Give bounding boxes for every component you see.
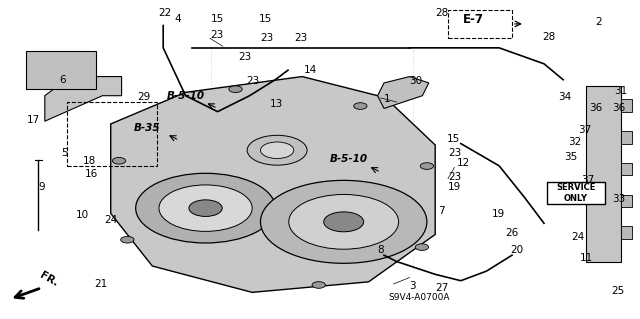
Circle shape <box>229 86 242 93</box>
Text: 22: 22 <box>159 8 172 18</box>
Circle shape <box>289 195 399 249</box>
Text: 23: 23 <box>210 30 223 40</box>
Text: 30: 30 <box>410 76 423 86</box>
Circle shape <box>260 142 294 159</box>
Text: 14: 14 <box>304 65 317 75</box>
Text: 37: 37 <box>581 174 595 185</box>
Text: 23: 23 <box>294 33 308 43</box>
PathPatch shape <box>378 77 429 108</box>
Text: SERVICE: SERVICE <box>556 183 596 192</box>
Circle shape <box>312 282 325 288</box>
Bar <box>621 131 632 144</box>
Text: ONLY: ONLY <box>564 194 588 203</box>
Text: 29: 29 <box>138 92 151 102</box>
Text: 23: 23 <box>246 76 259 86</box>
Text: 6: 6 <box>59 75 65 85</box>
Circle shape <box>420 163 433 169</box>
Text: 28: 28 <box>435 8 449 18</box>
Text: 32: 32 <box>568 137 582 147</box>
Text: 19: 19 <box>492 209 505 219</box>
Text: 33: 33 <box>612 194 626 204</box>
Bar <box>586 86 621 262</box>
Circle shape <box>189 200 222 217</box>
Circle shape <box>136 173 275 243</box>
Text: 13: 13 <box>270 99 284 109</box>
Circle shape <box>121 236 134 243</box>
Circle shape <box>247 135 307 165</box>
Text: 34: 34 <box>558 92 572 102</box>
Text: 23: 23 <box>260 33 274 43</box>
Text: 1: 1 <box>384 94 390 104</box>
Text: 26: 26 <box>506 228 519 238</box>
Bar <box>621 226 632 239</box>
Circle shape <box>324 212 364 232</box>
Text: 28: 28 <box>543 32 556 42</box>
Text: 10: 10 <box>76 210 89 220</box>
Bar <box>26 51 96 89</box>
Text: S9V4-A0700A: S9V4-A0700A <box>388 293 450 302</box>
Bar <box>67 102 157 166</box>
Text: 3: 3 <box>410 280 416 291</box>
Bar <box>621 163 632 175</box>
Text: 12: 12 <box>457 158 470 168</box>
Bar <box>547 182 605 204</box>
Text: 15: 15 <box>259 14 272 24</box>
Text: 35: 35 <box>564 152 578 162</box>
Text: 16: 16 <box>84 169 98 179</box>
Text: 24: 24 <box>571 232 584 242</box>
Text: 2: 2 <box>595 17 602 27</box>
Text: 31: 31 <box>614 85 628 96</box>
Text: 36: 36 <box>589 103 602 114</box>
Text: 18: 18 <box>83 156 97 166</box>
Text: B-35: B-35 <box>134 122 161 133</box>
Text: 36: 36 <box>612 103 625 114</box>
Text: 8: 8 <box>378 245 384 256</box>
Text: B-5-10: B-5-10 <box>166 91 205 101</box>
PathPatch shape <box>111 77 435 292</box>
Text: 23: 23 <box>238 52 252 63</box>
Circle shape <box>415 244 429 250</box>
Text: 23: 23 <box>448 148 461 158</box>
Circle shape <box>260 180 427 263</box>
Bar <box>621 195 632 207</box>
Text: 21: 21 <box>95 279 108 289</box>
Text: E-7: E-7 <box>463 13 484 26</box>
Text: 5: 5 <box>61 148 67 158</box>
Text: 27: 27 <box>435 283 449 293</box>
Text: 4: 4 <box>174 14 180 24</box>
Text: 15: 15 <box>211 14 225 24</box>
PathPatch shape <box>45 77 122 121</box>
Text: 11: 11 <box>580 253 593 263</box>
Bar <box>448 10 512 38</box>
Text: 15: 15 <box>447 134 460 144</box>
Bar <box>621 99 632 112</box>
Text: 19: 19 <box>448 182 461 192</box>
Text: 17: 17 <box>27 115 40 125</box>
Text: 9: 9 <box>38 182 45 192</box>
Text: 25: 25 <box>611 286 625 296</box>
Text: FR.: FR. <box>38 270 60 289</box>
Text: 24: 24 <box>104 215 118 225</box>
Text: 37: 37 <box>579 125 592 135</box>
Text: B-5-10: B-5-10 <box>330 154 368 165</box>
Circle shape <box>354 103 367 109</box>
Circle shape <box>159 185 252 231</box>
Text: 7: 7 <box>438 205 445 216</box>
Text: 20: 20 <box>511 245 524 256</box>
Text: 23: 23 <box>448 172 461 182</box>
Circle shape <box>113 158 125 164</box>
